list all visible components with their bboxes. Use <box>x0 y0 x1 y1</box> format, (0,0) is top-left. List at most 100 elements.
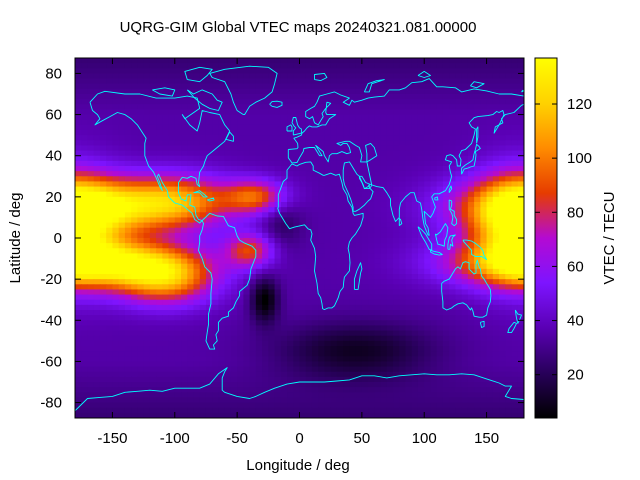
heatmap-cell <box>455 258 463 265</box>
heatmap-cell <box>280 284 288 291</box>
heatmap-cell <box>287 289 294 296</box>
heatmap-cell <box>492 335 500 342</box>
heatmap-cell <box>318 202 326 208</box>
heatmap-cell <box>81 68 89 75</box>
heatmap-cell <box>330 155 338 162</box>
heatmap-cell <box>193 202 201 208</box>
heatmap-cell <box>293 166 301 172</box>
heatmap-cell <box>112 274 120 280</box>
heatmap-cell <box>274 119 282 126</box>
heatmap-cell <box>255 94 263 100</box>
heatmap-cell <box>505 392 513 399</box>
heatmap-cell <box>212 119 220 126</box>
heatmap-cell <box>280 310 288 316</box>
heatmap-cell <box>218 304 226 311</box>
heatmap-cell <box>311 212 319 219</box>
heatmap-cell <box>361 145 369 152</box>
heatmap-cell <box>492 124 500 131</box>
heatmap-cell <box>374 397 382 404</box>
heatmap-cell <box>187 371 195 378</box>
heatmap-cell <box>355 274 363 280</box>
heatmap-cell <box>343 135 350 141</box>
heatmap-cell <box>374 88 382 95</box>
heatmap-cell <box>181 73 188 80</box>
heatmap-cell <box>168 140 176 147</box>
heatmap-cell <box>449 181 457 188</box>
heatmap-cell <box>355 330 363 337</box>
heatmap-cell <box>511 253 519 260</box>
heatmap-cell <box>87 124 95 131</box>
heatmap-cell <box>474 346 481 352</box>
heatmap-cell <box>405 330 413 337</box>
heatmap-cell <box>461 371 469 378</box>
heatmap-cell <box>124 135 132 141</box>
heatmap-cell <box>411 325 419 332</box>
heatmap-cell <box>474 382 481 388</box>
heatmap-cell <box>93 238 101 244</box>
heatmap-cell <box>81 263 89 270</box>
heatmap-cell <box>199 279 207 285</box>
heatmap-cell <box>243 119 251 126</box>
heatmap-cell <box>99 366 107 373</box>
heatmap-cell <box>131 114 138 121</box>
heatmap-cell <box>467 176 475 183</box>
heatmap-cell <box>349 217 357 224</box>
heatmap-cell <box>99 346 107 352</box>
heatmap-cell <box>106 376 114 383</box>
heatmap-cell <box>411 263 419 270</box>
heatmap-cell <box>393 130 400 136</box>
heatmap-cell <box>399 346 407 352</box>
heatmap-cell <box>174 392 182 399</box>
heatmap-cell <box>455 160 463 167</box>
heatmap-cell <box>81 366 89 373</box>
heatmap-cell <box>380 104 388 111</box>
heatmap-cell <box>199 94 207 100</box>
heatmap-cell <box>268 145 276 152</box>
heatmap-cell <box>162 315 170 321</box>
heatmap-cell <box>461 176 469 183</box>
heatmap-cell <box>162 119 170 126</box>
heatmap-cell <box>99 304 107 311</box>
heatmap-cell <box>156 407 163 414</box>
heatmap-cell <box>87 63 95 69</box>
heatmap-cell <box>75 109 82 116</box>
heatmap-cell <box>268 119 276 126</box>
heatmap-cell <box>212 304 220 311</box>
heatmap-cell <box>305 109 313 116</box>
heatmap-cell <box>287 274 294 280</box>
heatmap-cell <box>436 238 444 244</box>
heatmap-cell <box>199 232 207 239</box>
heatmap-cell <box>149 299 157 306</box>
heatmap-cell <box>455 361 463 368</box>
heatmap-cell <box>311 330 319 337</box>
heatmap-cell <box>517 268 524 275</box>
heatmap-cell <box>505 304 513 311</box>
heatmap-cell <box>411 196 419 203</box>
heatmap-cell <box>311 315 319 321</box>
heatmap-cell <box>424 371 432 378</box>
heatmap-cell <box>193 217 201 224</box>
heatmap-cell <box>255 207 263 213</box>
heatmap-cell <box>330 243 338 249</box>
heatmap-cell <box>442 346 450 352</box>
heatmap-cell <box>436 145 444 152</box>
heatmap-cell <box>311 73 319 80</box>
heatmap-cell <box>112 160 120 167</box>
heatmap-cell <box>249 191 257 198</box>
heatmap-cell <box>212 351 220 357</box>
heatmap-cell <box>162 371 170 378</box>
heatmap-cell <box>124 212 132 219</box>
heatmap-cell <box>249 325 257 332</box>
heatmap-cell <box>218 68 226 75</box>
heatmap-cell <box>399 99 407 105</box>
heatmap-cell <box>293 58 301 64</box>
heatmap-cell <box>467 382 475 388</box>
heatmap-cell <box>199 330 207 337</box>
heatmap-cell <box>399 186 407 193</box>
heatmap-cell <box>156 181 163 188</box>
heatmap-cell <box>361 155 369 162</box>
heatmap-cell <box>162 299 170 306</box>
heatmap-cell <box>162 284 170 291</box>
heatmap-cell <box>174 145 182 152</box>
heatmap-cell <box>230 382 238 388</box>
